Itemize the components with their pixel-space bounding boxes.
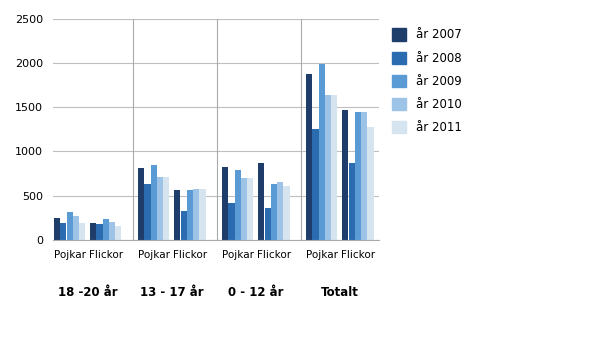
Bar [355, 112, 361, 240]
Text: 13 - 17 år: 13 - 17 år [140, 286, 203, 299]
Bar [228, 203, 235, 240]
Text: 18 -20 år: 18 -20 år [58, 286, 117, 299]
Bar [277, 182, 284, 240]
Bar [312, 129, 318, 240]
Bar [367, 127, 374, 240]
Bar [150, 165, 157, 240]
Bar [318, 64, 325, 240]
Bar [163, 177, 169, 240]
Bar [181, 211, 187, 240]
Bar [325, 95, 331, 240]
Bar [193, 189, 199, 240]
Bar [331, 95, 338, 240]
Bar [241, 178, 247, 240]
Bar [199, 189, 205, 240]
Bar [235, 170, 241, 240]
Bar [90, 223, 96, 240]
Bar [138, 168, 144, 240]
Bar [306, 74, 312, 240]
Bar [73, 216, 79, 240]
Bar [187, 190, 193, 240]
Bar [67, 211, 73, 240]
Bar [116, 226, 122, 240]
Text: 0 - 12 år: 0 - 12 år [228, 286, 284, 299]
Bar [96, 224, 102, 240]
Legend: år 2007, år 2008, år 2009, år 2010, år 2011: år 2007, år 2008, år 2009, år 2010, år 2… [389, 25, 465, 137]
Bar [264, 208, 271, 240]
Bar [343, 110, 349, 240]
Bar [60, 223, 66, 240]
Bar [349, 163, 355, 240]
Bar [247, 178, 253, 240]
Bar [284, 186, 290, 240]
Bar [103, 219, 109, 240]
Bar [157, 177, 163, 240]
Text: Totalt: Totalt [321, 286, 359, 299]
Bar [54, 218, 60, 240]
Bar [144, 184, 150, 240]
Bar [271, 184, 277, 240]
Bar [361, 112, 367, 240]
Bar [258, 163, 264, 240]
Bar [109, 222, 115, 240]
Bar [174, 190, 181, 240]
Bar [222, 167, 228, 240]
Bar [79, 223, 85, 240]
